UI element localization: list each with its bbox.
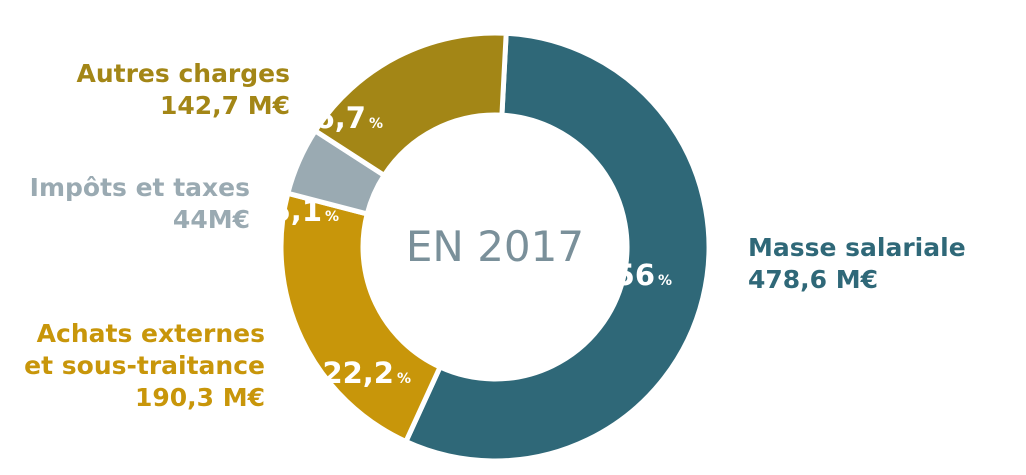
percent-label: 5,1	[271, 194, 322, 228]
percent-label: 16,7	[294, 101, 366, 135]
category-label: Impôts et taxes 44M€	[30, 172, 250, 236]
category-label: Autres charges 142,7 M€	[76, 58, 290, 122]
slice-masse-salariale	[402, 30, 712, 464]
category-amount: 142,7 M€	[159, 91, 290, 120]
slice-achats-externes-et-sous-traitance	[278, 190, 444, 445]
percent-label: 22,2	[322, 356, 394, 390]
category-label: Masse salariale 478,6 M€	[748, 232, 966, 296]
category-label: Achats externes et sous-traitance 190,3 M€	[24, 318, 265, 414]
percent-symbol: %	[658, 273, 672, 289]
percent-label: 56	[615, 258, 655, 292]
category-name: Masse salariale	[748, 233, 966, 262]
percent-symbol: %	[397, 371, 411, 387]
category-name: Achats externes	[36, 319, 265, 348]
category-name: Autres charges	[76, 59, 290, 88]
category-amount: 478,6 M€	[748, 265, 879, 294]
slice-autres-charges	[311, 30, 509, 179]
category-amount: 190,3 M€	[134, 383, 265, 412]
category-name: et sous-traitance	[24, 351, 265, 380]
center-title: EN 2017	[406, 222, 584, 271]
category-name: Impôts et taxes	[29, 173, 250, 202]
percent-symbol: %	[325, 209, 339, 225]
category-amount: 44M€	[172, 205, 250, 234]
percent-symbol: %	[369, 116, 383, 132]
